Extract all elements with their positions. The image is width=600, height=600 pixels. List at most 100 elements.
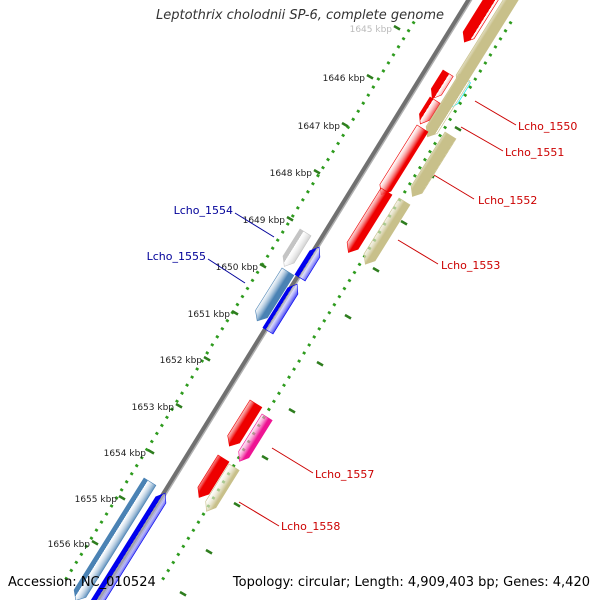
right-tick-track [302, 351, 307, 355]
right-tick-track [448, 117, 453, 122]
major-tick [288, 407, 296, 414]
left-tick-track [245, 286, 250, 291]
gene-label: Lcho_1558 [281, 520, 340, 533]
gene-leader-line [238, 501, 280, 527]
major-tick [203, 355, 211, 362]
left-tick-track [195, 367, 200, 371]
right-tick-track [297, 359, 302, 363]
right-tick-track [402, 190, 407, 194]
left-tick-track [381, 69, 386, 73]
left-tick-track [265, 254, 270, 259]
left-tick-track [134, 463, 139, 468]
left-tick-track [220, 326, 225, 331]
left-tick-track [285, 222, 290, 226]
magenta-gene-arrow [238, 413, 273, 462]
right-tick-track [508, 20, 513, 25]
left-tick-track [180, 391, 185, 396]
left-tick-track [300, 197, 305, 202]
tick-label: 1645 kbp [350, 25, 393, 35]
gene-leader-line [207, 258, 246, 284]
gene-label: Lcho_1555 [147, 250, 206, 263]
left-tick-track [310, 181, 315, 186]
gene-label: Lcho_1557 [315, 468, 374, 481]
gene-label: Lcho_1550 [518, 120, 577, 133]
gene-label: Lcho_1551 [505, 146, 564, 159]
left-tick-track [170, 407, 174, 412]
right-tick-track [337, 294, 342, 299]
right-tick-track [483, 61, 488, 65]
left-tick-track [64, 576, 69, 581]
tick-label: 1654 kbp [104, 449, 147, 459]
right-tick-track [412, 173, 417, 178]
left-tick-track [240, 294, 245, 299]
left-tick-track [406, 28, 411, 33]
right-tick-track [201, 512, 206, 517]
tick-label: 1651 kbp [188, 310, 231, 320]
right-tick-track [423, 157, 427, 162]
right-tick-track [428, 149, 432, 154]
left-tick-track [154, 431, 159, 436]
tick-label: 1647 kbp [298, 122, 341, 132]
gene-leader-line [234, 212, 275, 238]
left-tick-track [331, 149, 336, 154]
left-tick-track [321, 165, 325, 170]
right-tick-track [307, 343, 312, 347]
right-tick-track [312, 335, 317, 339]
right-tick-track [271, 399, 276, 404]
left-tick-track [69, 568, 74, 573]
major-tick [313, 168, 321, 175]
left-tick-track [205, 351, 210, 355]
tick-label: 1656 kbp [48, 540, 91, 550]
right-tick-track [191, 528, 196, 533]
right-tick-track [443, 125, 448, 130]
genome-title: Leptothrix cholodnii SP-6, complete geno… [156, 8, 444, 23]
left-tick-track [376, 77, 381, 81]
blue-gene-arrow [262, 283, 299, 335]
left-tick-track [391, 52, 396, 57]
left-tick-track [411, 20, 416, 25]
left-tick-track [109, 504, 114, 508]
right-tick-track [196, 520, 201, 525]
major-tick [372, 266, 380, 273]
left-tick-track [326, 157, 330, 162]
left-tick-track [356, 109, 361, 114]
tick-label: 1653 kbp [132, 403, 175, 413]
left-tick-track [74, 560, 79, 565]
left-tick-track [149, 439, 154, 444]
right-tick-track [322, 318, 327, 323]
left-tick-track [361, 101, 366, 106]
left-tick-track [341, 133, 346, 138]
tick-label: 1655 kbp [75, 495, 118, 505]
khaki-gene-arrow [410, 131, 457, 197]
right-tick-track [417, 165, 422, 170]
right-tick-track [277, 391, 281, 396]
major-tick [259, 262, 267, 269]
gene-leader-line [474, 100, 517, 126]
red-gene-arrow [227, 399, 263, 447]
major-tick [341, 121, 349, 128]
major-tick [261, 454, 269, 461]
left-tick-track [225, 318, 230, 323]
major-tick [400, 219, 408, 226]
red-gene-arrow [197, 454, 230, 498]
left-tick-track [366, 93, 371, 98]
left-tick-track [200, 359, 205, 363]
red-gene-arrow [462, 0, 499, 43]
right-tick-track [282, 383, 286, 388]
left-tick-track [84, 544, 89, 549]
right-tick-track [488, 53, 493, 57]
gene-label: Lcho_1553 [441, 259, 500, 272]
left-tick-track [401, 36, 406, 41]
left-tick-track [119, 487, 124, 492]
major-tick [233, 501, 241, 508]
right-tick-track [176, 552, 181, 557]
left-tick-track [280, 230, 285, 234]
blue-gene-arrow [294, 246, 321, 282]
red-gene-arrow [419, 96, 441, 125]
khaki-gene-arrow [363, 197, 411, 265]
left-tick-track [114, 496, 119, 500]
major-tick [175, 402, 183, 409]
steel-gene-arrow [255, 267, 295, 322]
left-tick-track [215, 334, 220, 339]
